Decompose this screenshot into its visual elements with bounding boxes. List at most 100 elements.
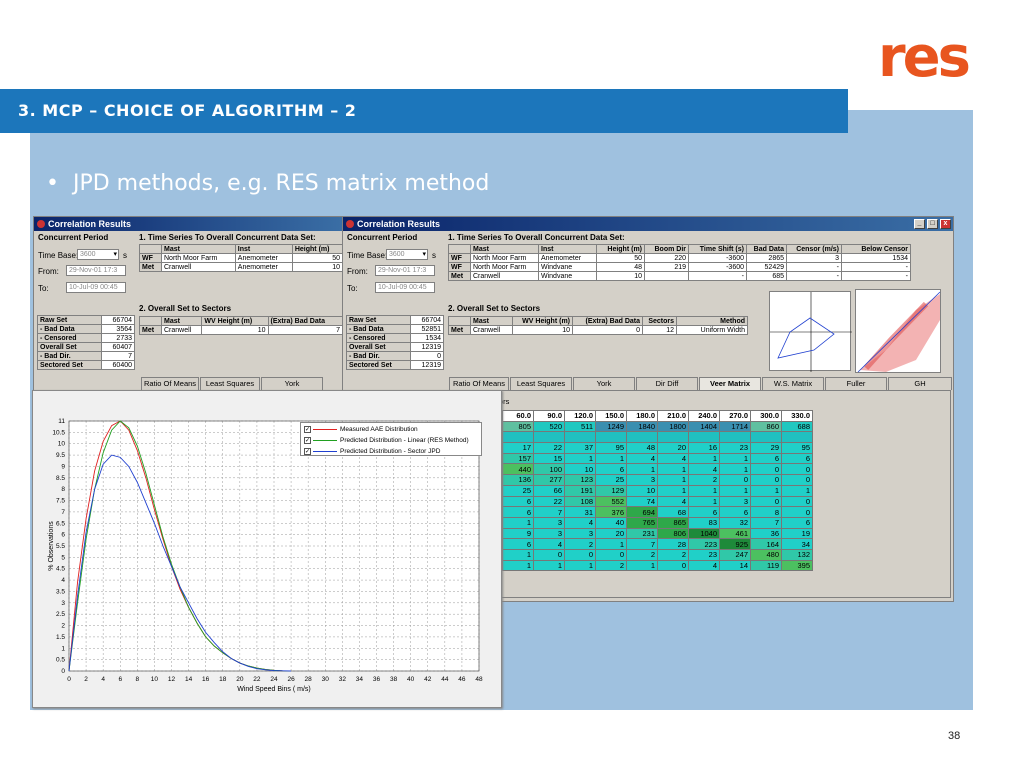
table-cell: 10 xyxy=(512,325,573,335)
close-button[interactable]: x xyxy=(940,219,951,229)
checkbox-icon[interactable]: ✓ xyxy=(304,425,311,433)
matrix-row xyxy=(488,431,813,444)
tab-veer-matrix[interactable]: Veer Matrix xyxy=(699,377,761,390)
table-row[interactable]: Met Cranwell Windvane 10-685- - xyxy=(448,271,911,281)
chevron-down-icon: ▾ xyxy=(113,251,117,258)
matrix-cell: 23 xyxy=(719,442,751,454)
matrix-cell: 164 xyxy=(750,538,782,550)
maximize-button[interactable]: □ xyxy=(927,219,938,229)
count-row: Overall Set 12319 xyxy=(345,342,444,352)
table-row[interactable]: WF North Moor Farm Windvane 48 219 -3600 52429… xyxy=(448,262,911,272)
y-tick-label: 6 xyxy=(61,532,65,539)
table-cell: North Moor Farm xyxy=(161,253,236,263)
y-tick-label: 1.5 xyxy=(56,634,65,641)
tab-ratio-of-means[interactable]: Ratio Of Means xyxy=(141,377,199,390)
distribution-chart-window[interactable]: 0 2 4 6 8 10 12 14 16 18 20 22 24 26 28 30 32 34 36 38 40 42 4… xyxy=(32,390,502,708)
matrix-cell: 95 xyxy=(781,442,813,454)
matrix-cell: 7 xyxy=(750,516,782,529)
table-row[interactable]: Met Cranwell 10 7 xyxy=(139,325,342,335)
correlation-results-window-back[interactable]: Correlation Results Concurrent Period Ti… xyxy=(33,216,343,394)
matrix-cell: 440 xyxy=(502,463,534,476)
table-cell: Cranwell xyxy=(160,325,203,335)
tab-ratio-of-means[interactable]: Ratio Of Means xyxy=(449,377,509,390)
y-tick-label: 2.5 xyxy=(56,611,65,618)
table-row[interactable]: Met Cranwell Anemometer 10 xyxy=(139,262,342,272)
legend-item[interactable]: ✓ Predicted Distribution - Sector JPD xyxy=(301,446,481,456)
matrix-cell: 4 xyxy=(657,495,689,508)
matrix-row: 081571511441166 xyxy=(488,452,813,465)
x-tick-label: 24 xyxy=(270,676,278,683)
scatter-plot xyxy=(855,289,941,373)
matrix-cell: 0 xyxy=(719,474,751,486)
chevron-down-icon: ▾ xyxy=(422,251,426,258)
table-cell: 48 xyxy=(596,262,645,272)
tab-ws-matrix[interactable]: W.S. Matrix xyxy=(762,377,824,390)
y-tick-label: 5 xyxy=(61,554,65,561)
table-cell: 220 xyxy=(644,253,689,263)
matrix-cell: 0 xyxy=(750,463,782,476)
matrix-header-cell: 60.0 xyxy=(502,410,534,422)
time-base-select[interactable]: 3600 ▾ xyxy=(77,249,119,260)
to-field[interactable]: 10-Jul-09 00:45 xyxy=(375,282,435,293)
matrix-row: 4642172822392516434 xyxy=(488,538,813,550)
time-base-select[interactable]: 3600 ▾ xyxy=(386,249,428,260)
concurrent-period-heading: Concurrent Period xyxy=(347,233,418,242)
tab-fuller[interactable]: Fuller xyxy=(825,377,887,390)
matrix-cell xyxy=(657,431,689,444)
window-title: Correlation Results xyxy=(357,219,441,229)
count-row: - Censored 1534 xyxy=(345,333,444,343)
matrix-cell: 119 xyxy=(750,559,782,572)
time-series-table: Mast Inst Height (m) WF North Moor Farm Anem… xyxy=(139,244,342,272)
table-cell: 685 xyxy=(746,271,787,281)
table-cell: Uniform Width xyxy=(676,325,748,335)
legend-item[interactable]: ✓ Measured AAE Distribution xyxy=(301,424,481,434)
matrix-cell: 23 xyxy=(688,548,720,561)
from-field[interactable]: 29-Nov-01 17:3 xyxy=(66,265,126,276)
table-cell: 1534 xyxy=(841,253,911,263)
matrix-cell: 223 xyxy=(688,538,720,550)
matrix-cell: 4 xyxy=(564,516,596,529)
tab-york[interactable]: York xyxy=(573,377,635,390)
legend-item[interactable]: ✓ Predicted Distribution - Linear (RES Me… xyxy=(301,435,481,445)
tab-least-squares[interactable]: Least Squares xyxy=(510,377,572,390)
matrix-cell: 1 xyxy=(533,559,565,572)
count-value: 12319 xyxy=(410,342,444,352)
table-row[interactable]: WF North Moor Farm Anemometer 50 xyxy=(139,253,342,263)
to-field[interactable]: 10-Jul-09 00:45 xyxy=(66,282,126,293)
table-cell xyxy=(644,271,689,281)
minimize-button[interactable]: _ xyxy=(914,219,925,229)
x-axis-label: Wind Speed Bins ( m/s) xyxy=(237,686,311,693)
matrix-cell: 100 xyxy=(533,463,565,476)
matrix-header-cell: 300.0 xyxy=(750,410,782,422)
to-label: To: xyxy=(38,284,49,293)
tab-least-squares[interactable]: Least Squares xyxy=(200,377,260,390)
y-tick-label: 11 xyxy=(58,418,65,425)
table-row[interactable]: WF North Moor Farm Anemometer 50 220 -3600 286… xyxy=(448,253,911,263)
table-row[interactable]: Met Cranwell 10 0 12 Uniform Width xyxy=(448,325,748,335)
slide-title: 3. MCP – CHOICE OF ALGORITHM – 2 xyxy=(18,101,357,120)
window-titlebar[interactable]: Correlation Results _ □ x xyxy=(343,217,953,231)
checkbox-icon[interactable]: ✓ xyxy=(304,436,311,444)
matrix-cell: 3 xyxy=(719,495,751,508)
y-tick-label: 6.5 xyxy=(56,520,65,527)
window-titlebar[interactable]: Correlation Results xyxy=(34,217,342,231)
checkbox-icon[interactable]: ✓ xyxy=(304,447,311,455)
table-cell: 7 xyxy=(267,325,342,335)
tab-dir-diff[interactable]: Dir Diff xyxy=(636,377,698,390)
count-value: 3564 xyxy=(101,324,135,334)
table-header: Height (m) xyxy=(596,244,645,254)
from-field[interactable]: 29-Nov-01 17:3 xyxy=(375,265,435,276)
sectors-table: Mast WV Height (m) (Extra) Bad Data Met Cra… xyxy=(139,316,342,335)
table-cell: - xyxy=(841,271,911,281)
x-tick-label: 28 xyxy=(305,676,313,683)
legend-label: Predicted Distribution - Linear (RES Met… xyxy=(340,436,469,444)
tab-york[interactable]: York xyxy=(261,377,323,390)
count-value: 66704 xyxy=(410,315,444,325)
matrix-cell: 688 xyxy=(781,420,813,433)
table-header: (Extra) Bad Data xyxy=(267,316,342,326)
matrix-cell: 395 xyxy=(781,559,813,572)
matrix-cell: 1 xyxy=(719,463,751,476)
tab-gh[interactable]: GH xyxy=(888,377,952,390)
matrix-cell: 2 xyxy=(595,559,627,572)
matrix-row: 1580552051112491840180014041714860688 xyxy=(488,420,813,433)
